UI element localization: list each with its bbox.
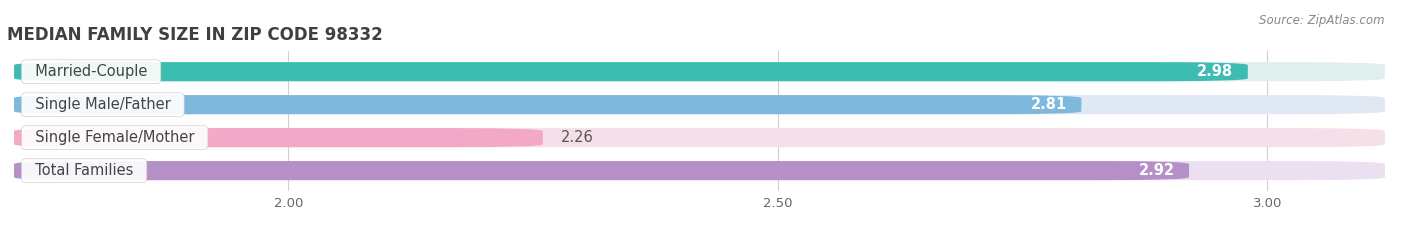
FancyBboxPatch shape (14, 62, 1249, 81)
Text: Married-Couple: Married-Couple (25, 64, 156, 79)
Text: Source: ZipAtlas.com: Source: ZipAtlas.com (1260, 14, 1385, 27)
FancyBboxPatch shape (14, 95, 1385, 114)
Text: Single Female/Mother: Single Female/Mother (25, 130, 204, 145)
FancyBboxPatch shape (14, 161, 1385, 180)
Text: Total Families: Total Families (25, 163, 142, 178)
Text: 2.81: 2.81 (1031, 97, 1067, 112)
FancyBboxPatch shape (14, 128, 543, 147)
Text: MEDIAN FAMILY SIZE IN ZIP CODE 98332: MEDIAN FAMILY SIZE IN ZIP CODE 98332 (7, 26, 382, 44)
FancyBboxPatch shape (14, 95, 1081, 114)
Text: 2.92: 2.92 (1139, 163, 1174, 178)
FancyBboxPatch shape (14, 161, 1189, 180)
Text: 2.26: 2.26 (561, 130, 593, 145)
FancyBboxPatch shape (14, 128, 1385, 147)
Text: Single Male/Father: Single Male/Father (25, 97, 180, 112)
FancyBboxPatch shape (14, 62, 1385, 81)
Text: 2.98: 2.98 (1197, 64, 1233, 79)
